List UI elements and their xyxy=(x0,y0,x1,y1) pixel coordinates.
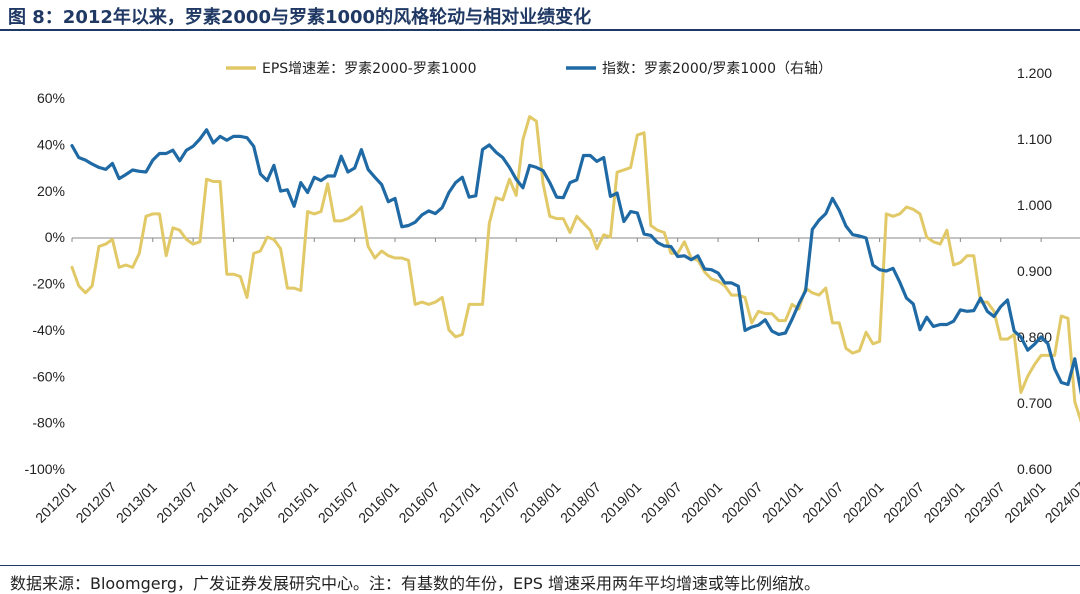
left-axis-label: 20% xyxy=(37,183,65,199)
source-note: 数据来源：Bloomgerg，广发证券发展研究中心。注：有基数的年份，EPS 增… xyxy=(10,574,821,593)
x-tick-label: 2017/01 xyxy=(436,479,483,526)
x-tick-label: 2023/07 xyxy=(961,479,1008,526)
right-axis-label: 0.900 xyxy=(1017,263,1052,279)
right-axis-label: 1.200 xyxy=(1017,65,1052,81)
x-tick-label: 2015/01 xyxy=(274,479,321,526)
right-axis-label: 0.600 xyxy=(1017,461,1052,477)
left-axis-label: -20% xyxy=(32,276,65,292)
x-tick-label: 2021/07 xyxy=(799,479,846,526)
legend-label-index: 指数：罗素2000/罗素1000（右轴） xyxy=(602,61,832,77)
x-tick-label: 2018/07 xyxy=(557,479,604,526)
x-tick-label: 2012/01 xyxy=(32,479,79,526)
x-tick-label: 2017/07 xyxy=(476,479,523,526)
left-axis-label: -80% xyxy=(32,415,65,431)
x-tick-label: 2019/01 xyxy=(597,479,644,526)
x-tick-label: 2014/07 xyxy=(234,479,281,526)
x-tick-label: 2015/07 xyxy=(315,479,362,526)
x-tick-label: 2023/01 xyxy=(920,479,967,526)
legend-label-eps: EPS增速差：罗素2000-罗素1000 xyxy=(262,61,476,77)
x-tick-label: 2022/01 xyxy=(840,479,887,526)
source-rule xyxy=(0,565,1080,566)
x-tick-label: 2016/07 xyxy=(395,479,442,526)
x-tick-label: 2013/07 xyxy=(153,479,200,526)
left-axis-label: 40% xyxy=(37,136,65,152)
right-axis-label: 1.000 xyxy=(1017,197,1052,213)
x-tick-label: 2012/07 xyxy=(72,479,119,526)
right-axis-label: 1.100 xyxy=(1017,131,1052,147)
left-axis-label: 60% xyxy=(37,90,65,106)
x-tick-label: 2021/01 xyxy=(759,479,806,526)
x-tick-label: 2014/01 xyxy=(194,479,241,526)
r2000-r1000-ratio-line xyxy=(70,128,1080,395)
x-tick-label: 2020/01 xyxy=(678,479,725,526)
figure-title: 图 8：2012年以来，罗素2000与罗素1000的风格轮动与相对业绩变化 xyxy=(8,7,592,28)
left-axis-label: -40% xyxy=(32,322,65,338)
left-axis-label: -60% xyxy=(32,368,65,384)
chart: 2012/012012/072013/012013/072014/012014/… xyxy=(25,61,1080,526)
x-tick-label: 2022/07 xyxy=(880,479,927,526)
x-tick-label: 2020/07 xyxy=(718,479,765,526)
x-tick-label: 2024/07 xyxy=(1042,479,1080,526)
x-tick-label: 2018/01 xyxy=(517,479,564,526)
x-tick-label: 2013/01 xyxy=(113,479,160,526)
x-tick-label: 2019/07 xyxy=(638,479,685,526)
title-rule xyxy=(0,29,1080,31)
left-axis-label: 0% xyxy=(45,229,65,245)
x-tick-label: 2016/01 xyxy=(355,479,402,526)
left-axis-label: -100% xyxy=(25,461,65,477)
right-axis-label: 0.700 xyxy=(1017,395,1052,411)
x-tick-label: 2024/01 xyxy=(1001,479,1048,526)
eps-growth-diff-line xyxy=(70,115,1080,423)
